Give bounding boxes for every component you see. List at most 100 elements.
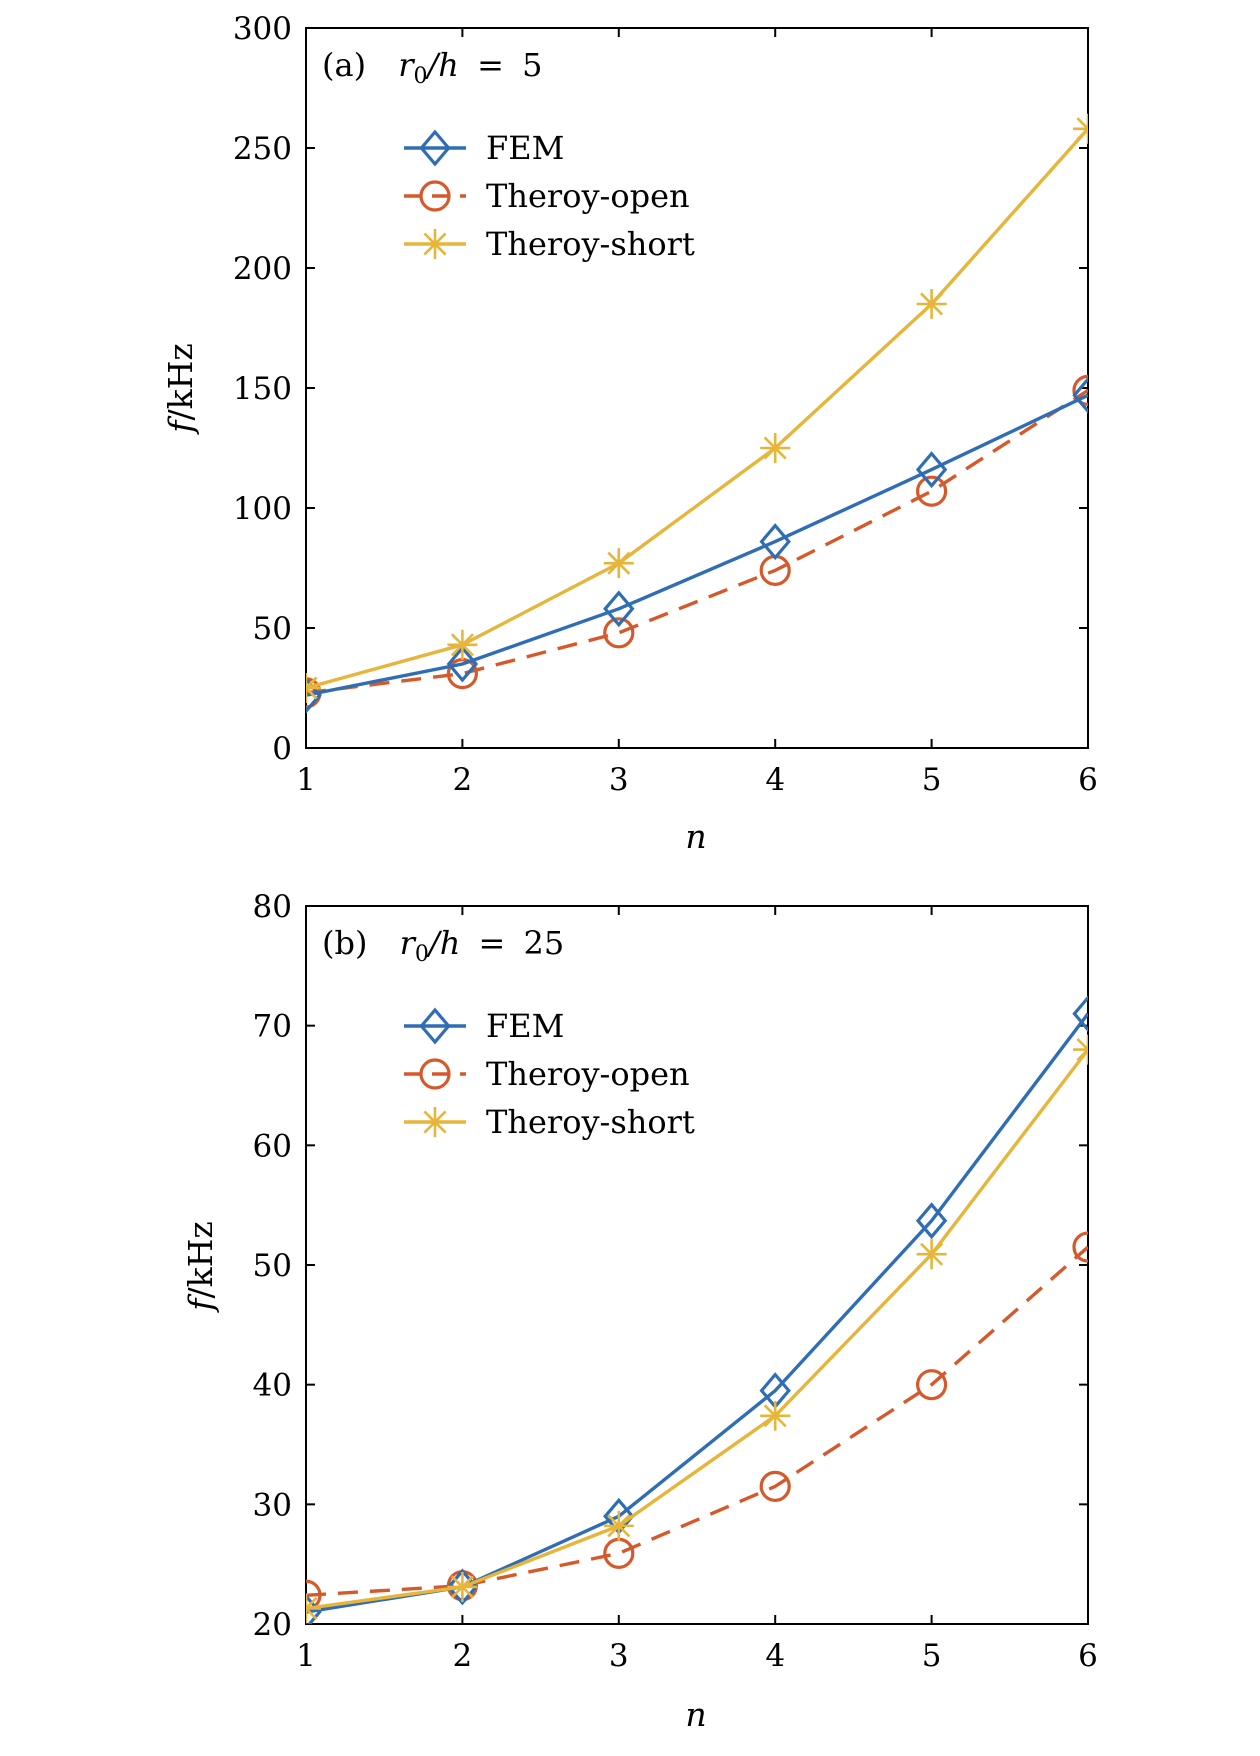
legend-theroy-open-b-circle-marker <box>419 1058 451 1090</box>
point-fem-a-4-diamond-marker <box>915 451 948 489</box>
legend-b: FEM Theroy-open Theroy-short <box>404 1007 695 1141</box>
panel-annotation-a: (a) r0/h = 5 <box>322 46 542 89</box>
legend-label-fem-a: FEM <box>486 129 564 167</box>
point-theroy-short-a-0-asterisk-marker <box>306 673 321 703</box>
point-theroy-short-b-5-asterisk-marker <box>1073 1034 1088 1065</box>
legend-label-fem-b: FEM <box>486 1007 564 1045</box>
legend-theroy-short-a-asterisk-stroke <box>423 232 447 256</box>
y-tick-label-b-2: 40 <box>253 1368 292 1404</box>
legend-theroy-short-a-asterisk-marker <box>420 229 450 259</box>
point-theroy-short-a-2-asterisk-marker <box>603 548 634 579</box>
panel-id-b: (b) <box>322 924 367 962</box>
point-fem-a-2-diamond-marker <box>603 590 635 628</box>
point-theroy-open-b-3-circle-marker <box>759 1470 791 1502</box>
series-fem-b <box>306 995 1088 1624</box>
point-theroy-short-b-4-asterisk-stroke <box>920 1242 944 1266</box>
chart-panel-b: 1 2 3 4 5 6 20 30 40 50 60 70 80 (b) r0/h = 25 FEM Th… <box>181 889 1098 1734</box>
x-tick-label-a-1: 2 <box>453 762 473 798</box>
y-tick-label-b-3: 50 <box>253 1248 292 1284</box>
ratio-symbol-r-b: r <box>400 924 417 962</box>
ratio-value-a: 5 <box>522 46 542 84</box>
ratio-value-b: 25 <box>523 924 564 962</box>
series-theroy-short-b <box>306 1034 1088 1624</box>
series-line-theroy-open-b <box>306 1245 1088 1597</box>
legend-label-theroy-short-b: Theroy-short <box>486 1103 695 1141</box>
y-tick-label-a-0: 0 <box>272 731 292 767</box>
legend-item-fem-b: FEM <box>404 1007 564 1045</box>
point-theroy-short-b-5-asterisk-stroke <box>1076 1047 1088 1062</box>
x-tick-label-b-5: 6 <box>1078 1638 1098 1674</box>
x-tick-label-a-2: 3 <box>609 762 629 798</box>
point-theroy-short-b-2-asterisk-marker <box>603 1510 634 1541</box>
ratio-symbol-h-a: /h <box>425 46 459 84</box>
plot-frame-b <box>305 905 1089 1625</box>
point-fem-a-0-diamond-marker <box>306 676 322 714</box>
x-tick-label-a-3: 4 <box>765 762 785 798</box>
y-axis-unit-a: /kHz <box>161 343 200 420</box>
legend-item-theroy-short-a: Theroy-short <box>404 225 695 263</box>
y-tick-label-a-1: 50 <box>253 611 292 647</box>
legend-item-theroy-short-b: Theroy-short <box>404 1103 695 1141</box>
legend-theroy-short-b-asterisk-stroke <box>423 1110 447 1134</box>
legend-label-theroy-open-b: Theroy-open <box>486 1055 690 1093</box>
legend-item-theroy-open-a: Theroy-open <box>404 177 690 215</box>
x-tick-label-b-4: 5 <box>922 1638 942 1674</box>
ratio-equals-b: = <box>478 924 505 962</box>
point-theroy-short-b-5-asterisk-stroke <box>1076 1038 1088 1052</box>
series-line-fem-a <box>306 393 1088 697</box>
point-theroy-short-a-2-asterisk-stroke <box>607 551 631 575</box>
point-theroy-short-a-3-asterisk-marker <box>760 433 791 463</box>
ratio-subscript-b: 0 <box>415 942 429 967</box>
panel-annotation-b: (b) r0/h = 25 <box>322 924 564 967</box>
point-theroy-open-a-5-circle-marker <box>1072 374 1088 406</box>
point-theroy-short-a-1-asterisk-stroke <box>450 633 474 657</box>
x-tick-label-a-0: 1 <box>296 762 316 798</box>
x-tick-label-a-4: 5 <box>922 762 942 798</box>
x-tick-label-b-2: 3 <box>609 1638 629 1674</box>
point-theroy-open-b-2-circle-marker <box>603 1537 635 1569</box>
ratio-symbol-r-a: r <box>398 46 415 84</box>
y-tick-label-b-6: 80 <box>253 889 292 925</box>
x-axis-label-b: n <box>685 1695 706 1734</box>
y-tick-label-a-5: 250 <box>233 131 292 167</box>
point-fem-b-4-diamond-marker <box>915 1202 948 1240</box>
y-tick-label-a-3: 150 <box>233 371 292 407</box>
y-tick-label-a-2: 100 <box>233 491 292 527</box>
point-theroy-short-b-0-asterisk-marker <box>306 1593 321 1624</box>
point-theroy-short-b-1-asterisk-stroke <box>450 1575 474 1599</box>
point-theroy-short-a-5-asterisk-stroke <box>1076 117 1088 131</box>
point-theroy-short-a-3-asterisk-stroke <box>763 436 787 460</box>
legend-fem-a-diamond-marker <box>419 129 451 167</box>
point-theroy-short-a-1-asterisk-marker <box>447 629 478 660</box>
point-theroy-short-b-0-asterisk-stroke <box>306 1606 318 1620</box>
legend-label-theroy-open-a: Theroy-open <box>486 177 690 215</box>
point-theroy-short-a-4-asterisk-marker <box>916 289 947 319</box>
series-line-theroy-short-b <box>306 1048 1088 1611</box>
x-axis-label-a: n <box>685 817 706 856</box>
legend-fem-b-diamond-marker <box>419 1007 451 1045</box>
y-tick-label-b-5: 70 <box>253 1009 292 1045</box>
legend-theroy-open-a-circle-marker <box>419 180 451 212</box>
y-axis-label-b: f/kHz <box>181 1221 220 1314</box>
series-line-fem-b <box>306 1012 1088 1614</box>
point-theroy-short-a-0-asterisk-stroke <box>306 676 318 690</box>
point-theroy-short-a-5-asterisk-marker <box>1073 113 1088 144</box>
y-tick-label-b-4: 60 <box>253 1128 292 1164</box>
point-fem-a-5-diamond-marker <box>1072 376 1088 414</box>
x-tick-label-b-1: 2 <box>453 1638 473 1674</box>
series-theroy-open-b <box>306 1231 1088 1611</box>
ratio-subscript-a: 0 <box>414 64 428 89</box>
legend-theroy-short-b-asterisk-marker <box>420 1107 450 1137</box>
point-theroy-short-b-3-asterisk-marker <box>760 1400 791 1431</box>
point-theroy-open-b-5-circle-marker <box>1072 1231 1088 1263</box>
x-tick-label-b-0: 1 <box>296 1638 316 1674</box>
point-theroy-open-a-2-circle-marker <box>603 617 635 649</box>
point-theroy-open-b-0-circle-marker <box>306 1579 322 1611</box>
series-layer-b <box>306 995 1088 1624</box>
x-tick-label-b-3: 4 <box>765 1638 785 1674</box>
series-fem-a <box>306 376 1088 714</box>
point-theroy-short-b-1-asterisk-marker <box>447 1571 478 1602</box>
